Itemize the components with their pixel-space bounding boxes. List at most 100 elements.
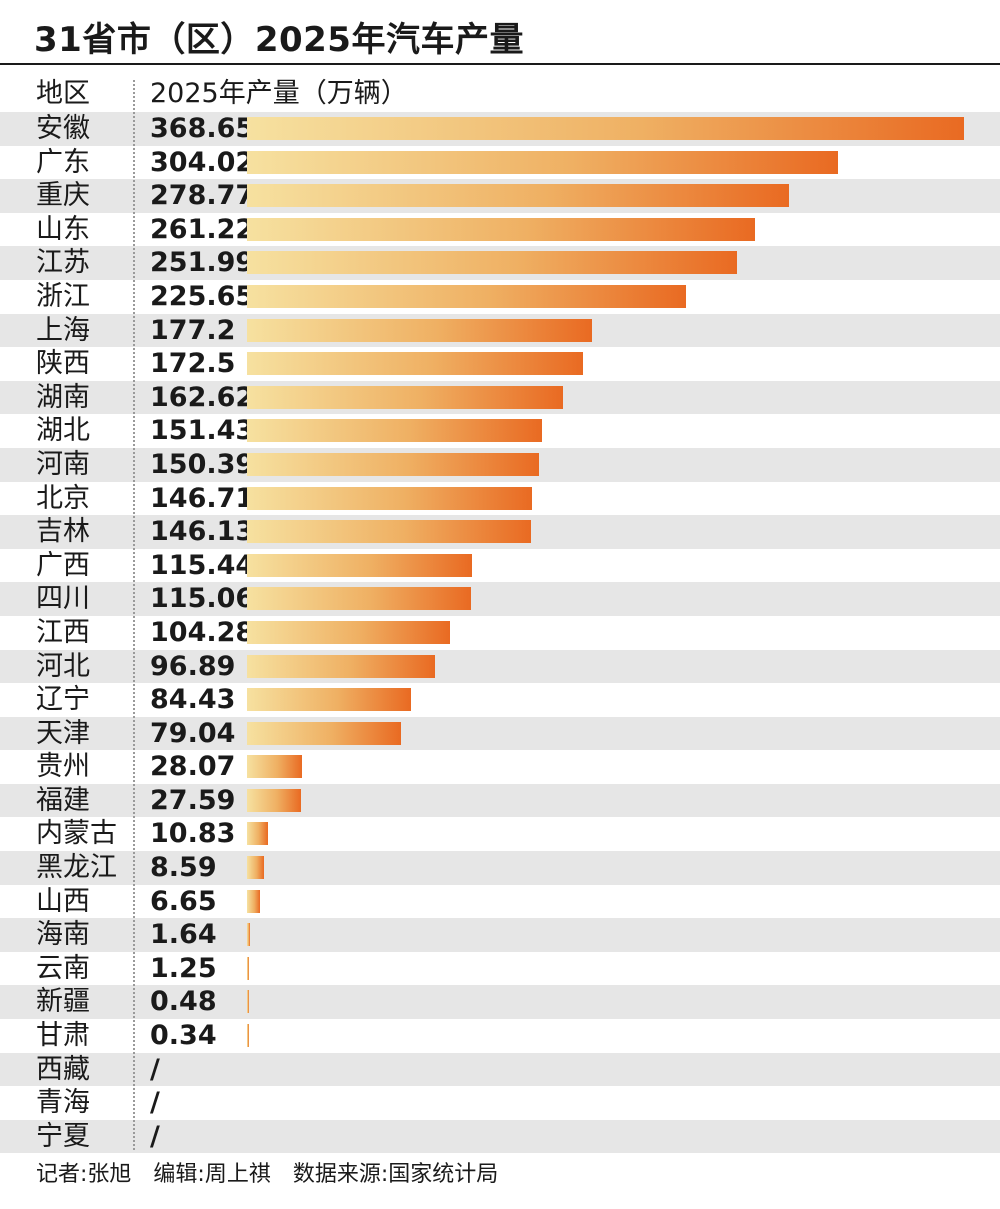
data-label: 0.34 [150,1020,217,1052]
table-row: 内蒙古 10.83 [0,817,1000,851]
data-label: 278.77 [150,180,255,212]
data-label: 96.89 [150,650,236,682]
data-label: 150.39 [150,448,255,480]
table-row: 福建 27.59 [0,783,1000,818]
category-label: 西藏 [36,1053,90,1085]
data-label: 1.25 [150,952,217,984]
table-row: 辽宁 84.43 [0,683,1000,717]
title-rule [0,63,1000,65]
category-label: 陕西 [36,348,90,380]
data-label: 1.64 [150,919,217,951]
table-row: 山东 261.22 [0,213,1000,247]
category-label: 黑龙江 [36,852,117,884]
data-label: 27.59 [150,784,236,816]
bar [247,352,583,376]
table-row: 广西 115.44 [0,549,1000,583]
table-row: 四川 115.06 [0,582,1000,616]
category-label: 福建 [36,784,90,816]
data-label: 151.43 [150,415,255,447]
category-label: 山东 [36,213,90,245]
data-label: 261.22 [150,213,255,245]
category-label: 吉林 [36,516,90,548]
table-row: 贵州 28.07 [0,750,1000,784]
table-row: 西藏 / [0,1052,1000,1087]
data-label: 0.48 [150,986,217,1018]
table-row: 浙江 225.65 [0,280,1000,314]
table-row: 广东 304.02 [0,146,1000,180]
bar [247,184,790,208]
bar [247,721,401,745]
data-label: / [150,1053,160,1085]
data-label: 10.83 [150,818,236,850]
bar [247,688,412,712]
table-row: 上海 177.2 [0,313,1000,348]
category-label: 江西 [36,616,90,648]
bar [247,1024,249,1048]
bar [247,755,302,779]
category-label: 北京 [36,482,90,514]
data-label: 6.65 [150,885,217,917]
category-label: 云南 [36,952,90,984]
bar [247,217,756,241]
bar [247,956,250,980]
table-row: 甘肃 0.34 [0,1019,1000,1053]
data-label: 146.71 [150,482,255,514]
bar [247,587,471,611]
data-label: 177.2 [150,314,236,346]
table-row: 江西 104.28 [0,616,1000,650]
bar [247,385,564,409]
category-label: 广东 [36,146,90,178]
bar [247,620,450,644]
table-row: 安徽 368.65 [0,112,1000,146]
column-header-value: 2025年产量（万辆） [150,78,408,109]
bar [247,990,249,1014]
bar [247,520,532,544]
category-label: 贵州 [36,751,90,783]
table-row: 黑龙江 8.59 [0,851,1000,885]
category-label: 浙江 [36,280,90,312]
category-label: 宁夏 [36,1120,90,1152]
table-row: 新疆 0.48 [0,985,1000,1020]
data-label: 368.65 [150,113,255,144]
bar [247,117,964,140]
table-row: 云南 1.25 [0,952,1000,986]
data-label: 84.43 [150,684,236,716]
table-row: 陕西 172.5 [0,347,1000,381]
bar [247,889,260,913]
data-label: 115.44 [150,549,255,581]
data-label: 172.5 [150,348,236,380]
table-row: 海南 1.64 [0,918,1000,952]
category-label: 河南 [36,448,90,480]
table-row: 河南 150.39 [0,447,1000,482]
bar [247,654,436,678]
data-label: 225.65 [150,280,255,312]
data-label: 104.28 [150,616,255,648]
table-row: 湖南 162.62 [0,380,1000,415]
data-label: 28.07 [150,751,236,783]
category-label: 河北 [36,650,90,682]
category-label: 湖北 [36,415,90,447]
bar [247,553,472,577]
category-label: 湖南 [36,381,90,413]
bar [247,251,738,275]
data-label: 8.59 [150,852,217,884]
bar [247,452,540,476]
bar [247,486,533,510]
data-label: / [150,1087,160,1119]
chart-title: 31省市（区）2025年汽车产量 [34,20,524,60]
bar [247,284,686,308]
table-row: 宁夏 / [0,1119,1000,1154]
category-label: 江苏 [36,247,90,279]
table-row: 江苏 251.99 [0,246,1000,280]
category-label: 四川 [36,583,90,615]
table-row: 北京 146.71 [0,482,1000,516]
table-row: 山西 6.65 [0,885,1000,919]
data-label: / [150,1120,160,1152]
data-label: 146.13 [150,516,255,548]
bar [247,318,592,342]
table-row: 重庆 278.77 [0,179,1000,213]
table-row: 天津 79.04 [0,716,1000,751]
data-label: 115.06 [150,583,255,615]
category-label: 内蒙古 [36,818,117,850]
footer-credits: 记者:张旭 编辑:周上祺 数据来源:国家统计局 [36,1162,499,1187]
